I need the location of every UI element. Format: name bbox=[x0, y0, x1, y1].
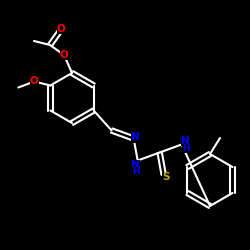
Text: N: N bbox=[131, 132, 140, 142]
Text: N: N bbox=[131, 160, 140, 170]
Text: O: O bbox=[30, 76, 39, 86]
Text: S: S bbox=[162, 172, 170, 182]
Text: H: H bbox=[182, 144, 190, 153]
Text: N: N bbox=[181, 136, 190, 145]
Text: H: H bbox=[132, 167, 140, 176]
Text: O: O bbox=[56, 24, 66, 34]
Text: O: O bbox=[60, 50, 68, 60]
